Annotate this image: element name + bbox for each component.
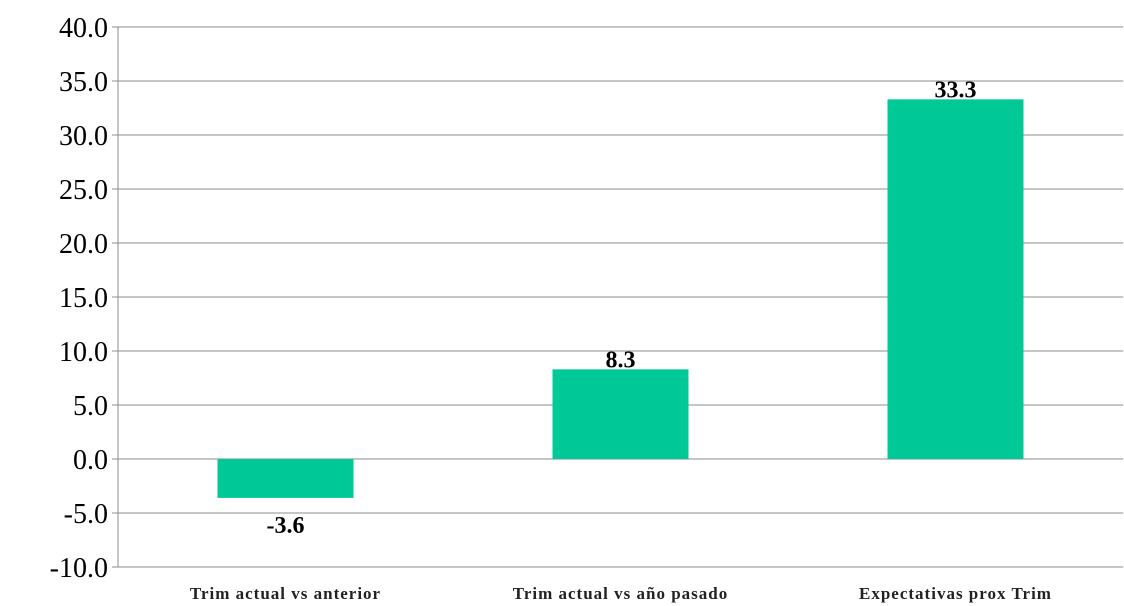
y-tick-label: 10.0: [59, 337, 108, 368]
category-label-2: Trim actual vs año pasado: [513, 584, 729, 603]
y-tick-label: 15.0: [59, 283, 108, 314]
bar-1: [217, 459, 354, 498]
category-label-1: Trim actual vs anterior: [190, 584, 381, 603]
y-tick-label: -5.0: [64, 499, 108, 530]
category-label-3: Expectativas prox Trim: [859, 584, 1052, 603]
data-labels: -3.6 8.3 33.3: [267, 77, 977, 539]
data-label-3: 33.3: [935, 77, 977, 103]
data-label-2: 8.3: [606, 347, 636, 373]
bar-2: [552, 369, 689, 459]
bars: [217, 99, 1024, 498]
y-tick-label: 25.0: [59, 175, 108, 206]
y-tick-label: 40.0: [59, 13, 108, 44]
y-tick-label: 35.0: [59, 67, 108, 98]
y-tick-label: -10.0: [50, 553, 108, 584]
y-tick-label: 5.0: [73, 391, 108, 422]
y-tick-label: 0.0: [73, 445, 108, 476]
y-tick-label: 20.0: [59, 229, 108, 260]
axes: [112, 26, 119, 568]
x-axis-categories: Trim actual vs anterior Trim actual vs añ…: [190, 584, 1052, 603]
y-axis-ticks: 40.0 35.0 30.0 25.0 20.0 15.0 10.0 5.0 0.0 -5.0 -1…: [50, 13, 108, 584]
data-label-1: -3.6: [267, 513, 305, 539]
bar-3: [887, 99, 1024, 460]
y-tick-label: 30.0: [59, 121, 108, 152]
